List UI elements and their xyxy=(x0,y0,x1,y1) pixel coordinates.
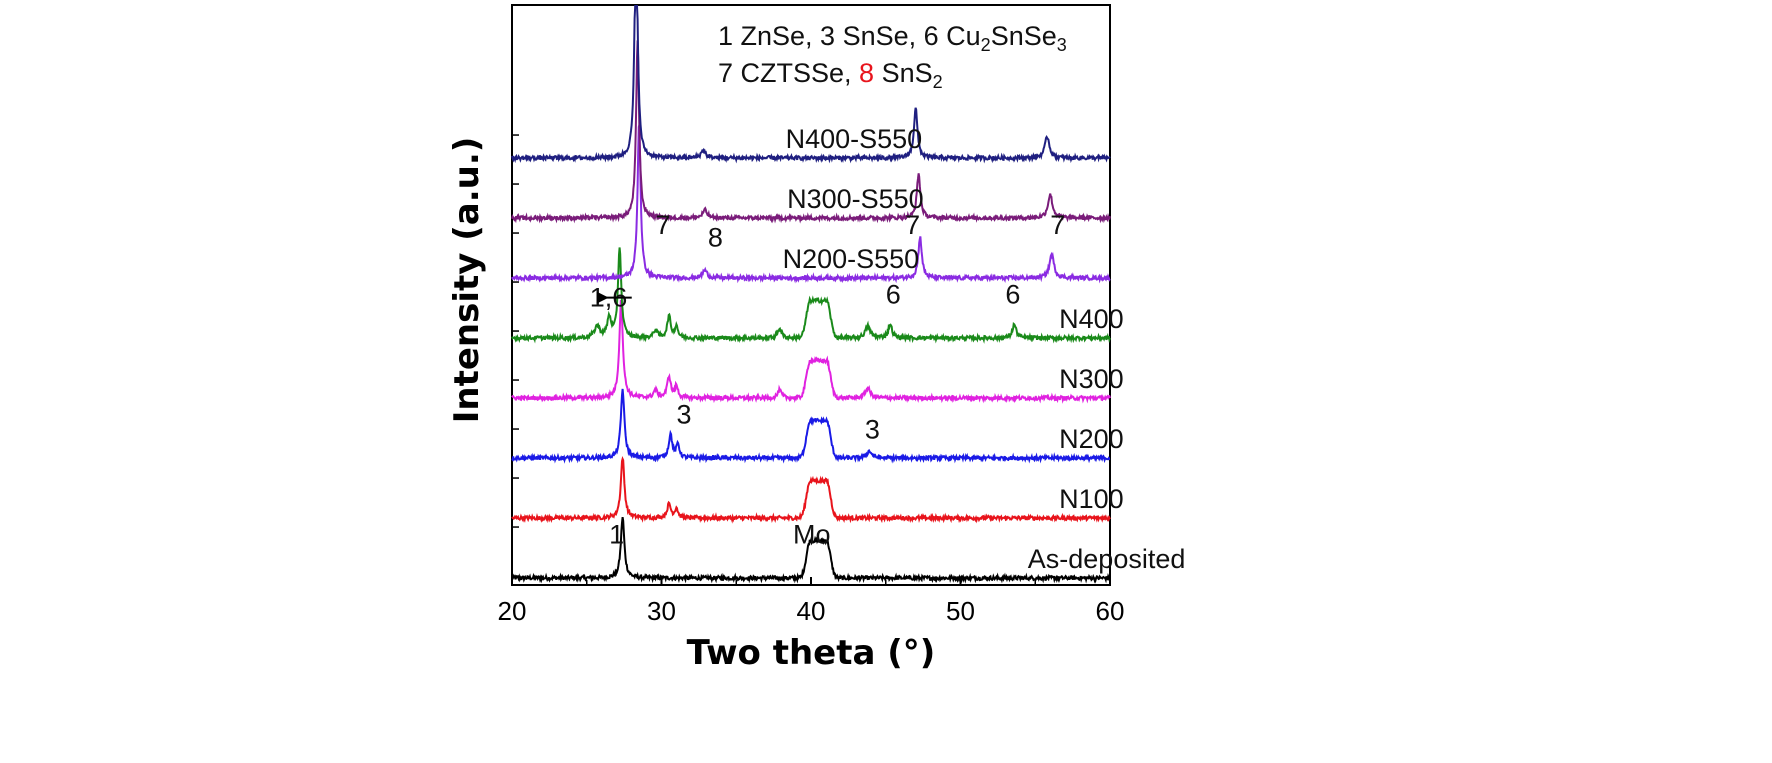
series-line-n400-s550 xyxy=(511,5,1111,164)
x-tick-label: 50 xyxy=(946,596,975,626)
series-line-n100 xyxy=(511,455,1111,524)
x-tick-label: 60 xyxy=(1096,596,1125,626)
series-label: N200 xyxy=(1059,424,1124,454)
peak-annotation: 6 xyxy=(886,280,901,310)
peak-annotation: 3 xyxy=(676,400,691,430)
y-axis-title: Intensity (a.u.) xyxy=(447,137,487,424)
series-label: N300 xyxy=(1059,364,1124,394)
series-line-n300 xyxy=(511,299,1111,404)
series-label: N100 xyxy=(1059,484,1124,514)
peak-annotation: Mo xyxy=(793,520,831,550)
series-label: N400-S550 xyxy=(786,124,923,154)
peak-annotation: 7 xyxy=(656,210,671,240)
series-line-as-deposited xyxy=(511,516,1111,584)
series-line-n200 xyxy=(511,388,1111,464)
x-axis-ticks: 20 30 40 50 60 xyxy=(498,577,1125,626)
annotation-layer: 1Mo331,6667877 xyxy=(590,210,1065,550)
series-label: N200-S550 xyxy=(783,244,920,274)
peak-annotation: 7 xyxy=(905,210,920,240)
legend-line-1: 1 ZnSe, 3 SnSe, 6 Cu2SnSe3 xyxy=(718,21,1067,55)
peak-annotation: 6 xyxy=(1005,280,1020,310)
peak-annotation: 1 xyxy=(609,520,624,550)
series-line-n200-s550 xyxy=(511,124,1111,284)
peak-annotation: 3 xyxy=(865,414,880,444)
series-layer xyxy=(511,5,1111,584)
annotation-arrow-head xyxy=(596,291,609,304)
series-label: N300-S550 xyxy=(787,184,924,214)
series-line-n300-s550 xyxy=(511,40,1111,224)
peak-annotation: 7 xyxy=(1050,210,1065,240)
label-layer: As-deposited N100 N200 N300 N400 N200-S550 N30… xyxy=(783,124,1186,574)
series-label: As-deposited xyxy=(1028,544,1186,574)
legend-line-2: 7 CZTSSe, 8 SnS2 xyxy=(718,58,943,92)
y-axis-ticks xyxy=(512,134,519,577)
peak-annotation: 8 xyxy=(708,223,723,253)
x-tick-label: 40 xyxy=(797,596,826,626)
x-tick-label: 30 xyxy=(647,596,676,626)
series-line-n400 xyxy=(511,247,1111,344)
series-label: N400 xyxy=(1059,304,1124,334)
x-axis-title: Two theta (°) xyxy=(687,633,936,673)
x-tick-label: 20 xyxy=(498,596,527,626)
